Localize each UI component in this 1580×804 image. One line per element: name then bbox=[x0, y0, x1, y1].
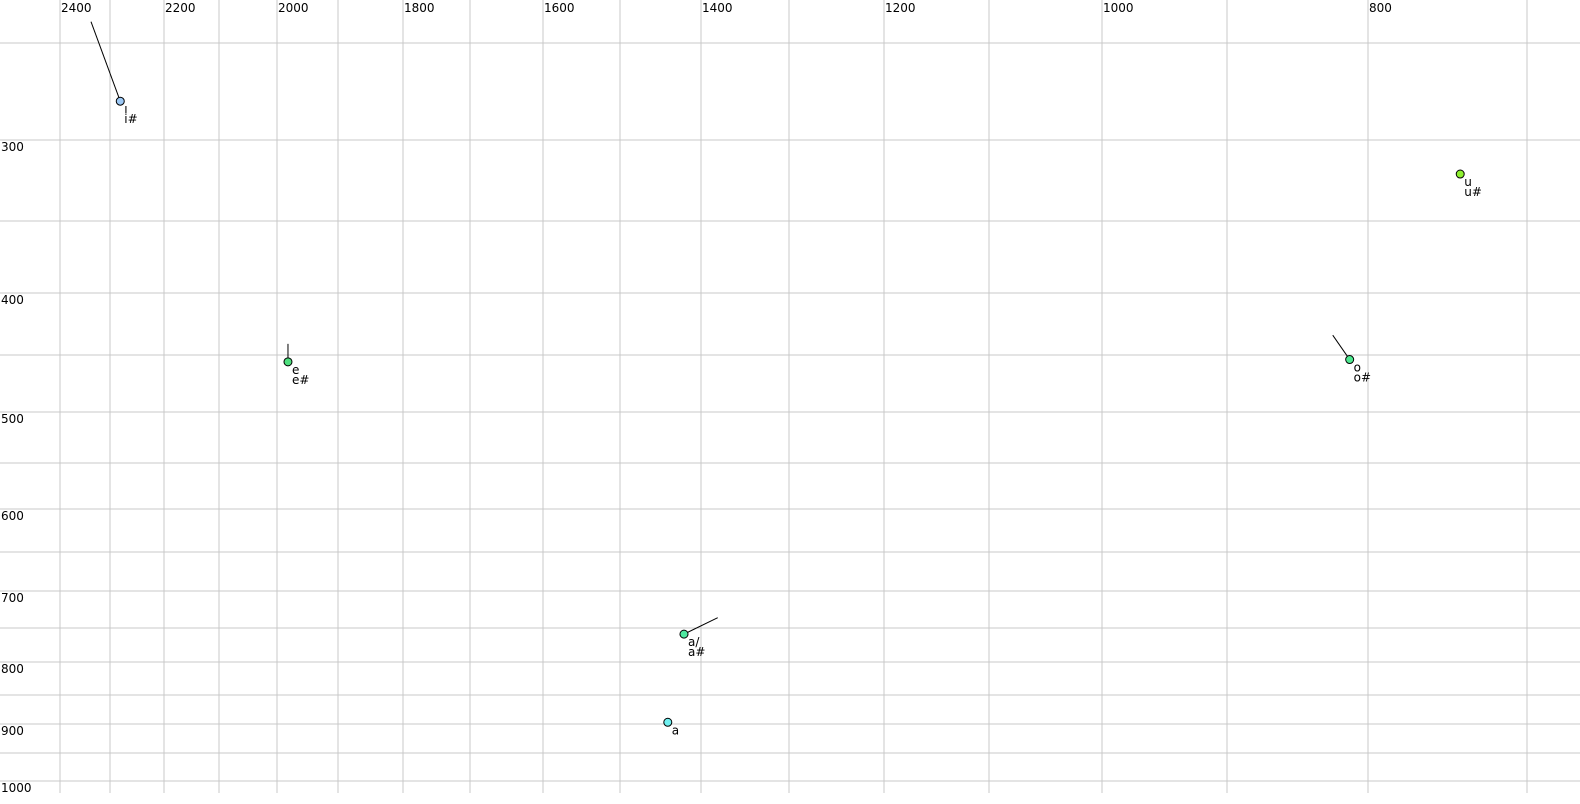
point-marker bbox=[1345, 355, 1355, 365]
y-tick-label: 600 bbox=[1, 509, 24, 523]
x-tick-label: 2200 bbox=[165, 1, 196, 15]
vowel-point: a/a# bbox=[679, 617, 718, 659]
x-tick-label: 1400 bbox=[702, 1, 733, 15]
x-tick-label: 1600 bbox=[544, 1, 575, 15]
vowel-point: oo# bbox=[1332, 334, 1371, 385]
trajectory-line bbox=[1332, 334, 1351, 360]
point-marker bbox=[283, 357, 293, 367]
x-tick-label: 2000 bbox=[278, 1, 309, 15]
x-tick-label: 1000 bbox=[1103, 1, 1134, 15]
vowel-point: uu# bbox=[1455, 169, 1482, 199]
point-label: e bbox=[292, 363, 299, 377]
y-tick-label: 500 bbox=[1, 412, 24, 426]
point-marker bbox=[663, 717, 673, 727]
vowel-point: ee# bbox=[283, 343, 309, 387]
point-marker bbox=[679, 629, 689, 639]
x-tick-label: 800 bbox=[1369, 1, 1392, 15]
y-tick-label: 900 bbox=[1, 724, 24, 738]
point-label: e# bbox=[292, 373, 309, 387]
point-label: i# bbox=[124, 112, 137, 126]
trajectory-line bbox=[683, 617, 718, 635]
point-marker bbox=[1455, 169, 1465, 179]
vowel-point: a bbox=[663, 717, 679, 737]
point-label: o# bbox=[1354, 371, 1371, 385]
vowel-point: ıi# bbox=[90, 21, 138, 126]
data-points: ıi# ee# a/a# a oo# uu# bbox=[90, 21, 1482, 737]
point-label: a# bbox=[688, 645, 705, 659]
x-tick-label: 1200 bbox=[885, 1, 916, 15]
point-marker bbox=[115, 96, 125, 106]
point-label: u bbox=[1464, 175, 1472, 189]
y-tick-label: 800 bbox=[1, 662, 24, 676]
point-label: a/ bbox=[688, 635, 700, 649]
y-tick-label: 300 bbox=[1, 140, 24, 154]
y-tick-label: 700 bbox=[1, 591, 24, 605]
point-label: o bbox=[1354, 361, 1361, 375]
y-tick-label: 1000 bbox=[1, 781, 32, 795]
trajectory-line bbox=[90, 21, 121, 102]
y-tick-label: 400 bbox=[1, 293, 24, 307]
x-tick-label: 1800 bbox=[404, 1, 435, 15]
tick-labels: 2400 2200 2000 1800 1600 1400 1200 1000 800 300 40… bbox=[1, 1, 1392, 795]
point-label: a bbox=[672, 723, 679, 737]
point-label: ı bbox=[124, 102, 127, 116]
x-tick-label: 2400 bbox=[61, 1, 92, 15]
point-label: u# bbox=[1464, 185, 1482, 199]
